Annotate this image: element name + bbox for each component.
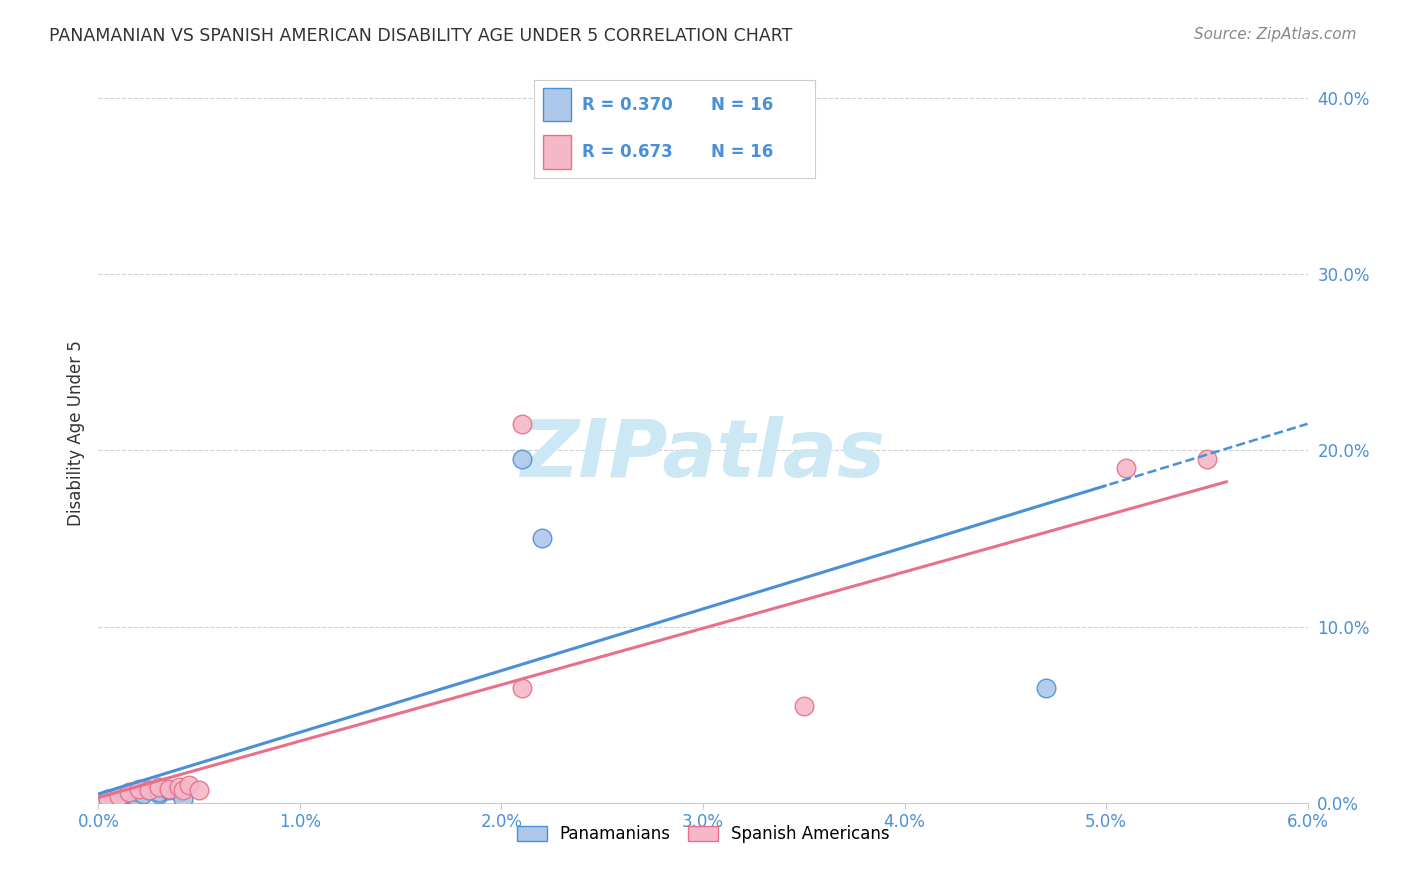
- Point: [138, 783, 160, 797]
- Point: [148, 785, 170, 799]
- Point: [128, 781, 150, 796]
- Text: N = 16: N = 16: [711, 95, 773, 114]
- Point: [172, 792, 194, 806]
- Point: [118, 787, 141, 801]
- Point: [157, 781, 180, 796]
- Point: [1115, 461, 1137, 475]
- Text: PANAMANIAN VS SPANISH AMERICAN DISABILITY AGE UNDER 5 CORRELATION CHART: PANAMANIAN VS SPANISH AMERICAN DISABILIT…: [49, 27, 793, 45]
- Point: [97, 792, 120, 806]
- Point: [793, 698, 815, 713]
- Legend: Panamanians, Spanish Americans: Panamanians, Spanish Americans: [510, 819, 896, 850]
- Point: [157, 783, 180, 797]
- Point: [510, 452, 533, 467]
- Point: [97, 792, 120, 806]
- Point: [148, 787, 170, 801]
- Y-axis label: Disability Age Under 5: Disability Age Under 5: [66, 340, 84, 525]
- Text: Source: ZipAtlas.com: Source: ZipAtlas.com: [1194, 27, 1357, 42]
- Text: ZIPatlas: ZIPatlas: [520, 416, 886, 494]
- Point: [132, 787, 155, 801]
- Point: [148, 780, 170, 794]
- Point: [128, 785, 150, 799]
- Point: [510, 417, 533, 431]
- Point: [510, 681, 533, 696]
- Text: R = 0.370: R = 0.370: [582, 95, 673, 114]
- Point: [114, 789, 136, 803]
- Text: N = 16: N = 16: [711, 143, 773, 161]
- Point: [167, 785, 190, 799]
- Point: [188, 783, 211, 797]
- Point: [172, 783, 194, 797]
- Point: [167, 780, 190, 794]
- Point: [107, 789, 129, 803]
- Point: [179, 778, 201, 792]
- Point: [1035, 681, 1057, 696]
- Point: [118, 785, 141, 799]
- Point: [124, 789, 146, 803]
- Point: [107, 790, 129, 805]
- Point: [138, 783, 160, 797]
- Text: R = 0.673: R = 0.673: [582, 143, 673, 161]
- Point: [530, 532, 553, 546]
- Bar: [543, 136, 571, 169]
- Bar: [543, 88, 571, 121]
- Point: [1195, 452, 1218, 467]
